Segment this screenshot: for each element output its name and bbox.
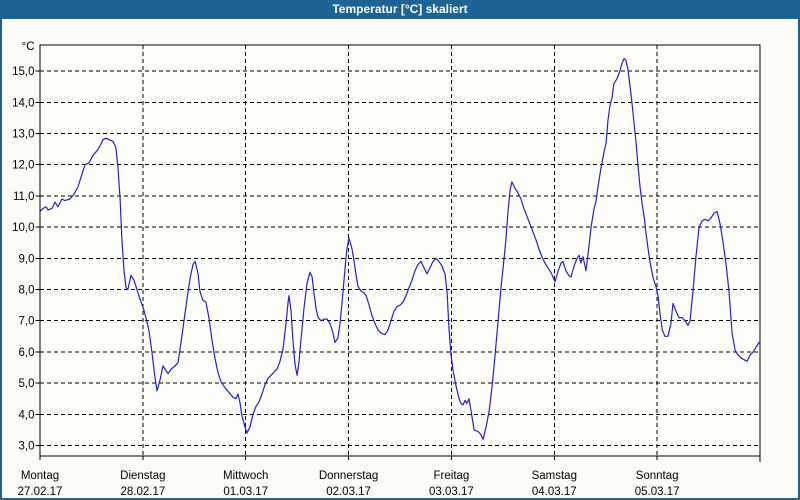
x-date-label: 27.02.17 xyxy=(18,486,63,498)
x-date-label: 03.03.17 xyxy=(429,486,474,498)
y-tick-label: 9,0 xyxy=(19,253,35,265)
y-tick-label: 4,0 xyxy=(19,409,35,421)
y-tick-label: 8,0 xyxy=(19,285,35,297)
y-tick-label: 12,0 xyxy=(12,160,34,172)
x-date-label: 05.03.17 xyxy=(635,486,680,498)
x-day-label: Sonntag xyxy=(636,470,679,482)
x-day-label: Samstag xyxy=(532,470,577,482)
x-date-label: 01.03.17 xyxy=(223,486,268,498)
title-bar: Temperatur [°C] skaliert xyxy=(2,0,798,19)
plot-frame xyxy=(39,44,761,457)
x-day-label: Mittwoch xyxy=(223,470,268,482)
y-tick-label: 7,0 xyxy=(19,316,35,328)
temperature-line xyxy=(39,57,760,440)
x-date-label: 02.03.17 xyxy=(326,486,371,498)
x-day-label: Dienstag xyxy=(120,470,165,482)
plot-background xyxy=(40,45,760,456)
y-tick-label: 14,0 xyxy=(12,97,34,109)
y-tick-label: 11,0 xyxy=(13,191,35,203)
y-tick-label: 6,0 xyxy=(19,347,35,359)
y-tick-label: 5,0 xyxy=(19,378,35,390)
y-unit-label: °C xyxy=(22,41,35,53)
y-tick-label: 3,0 xyxy=(19,441,35,453)
x-day-label: Montag xyxy=(21,470,59,482)
x-day-label: Freitag xyxy=(434,470,470,482)
y-tick-label: 10,0 xyxy=(12,222,34,234)
x-day-label: Donnerstag xyxy=(319,470,378,482)
x-date-label: 04.03.17 xyxy=(532,486,577,498)
window-title: Temperatur [°C] skaliert xyxy=(332,2,468,16)
x-date-label: 28.02.17 xyxy=(120,486,165,498)
y-tick-label: 15,0 xyxy=(12,66,34,78)
y-tick-label: 13,0 xyxy=(12,129,34,141)
